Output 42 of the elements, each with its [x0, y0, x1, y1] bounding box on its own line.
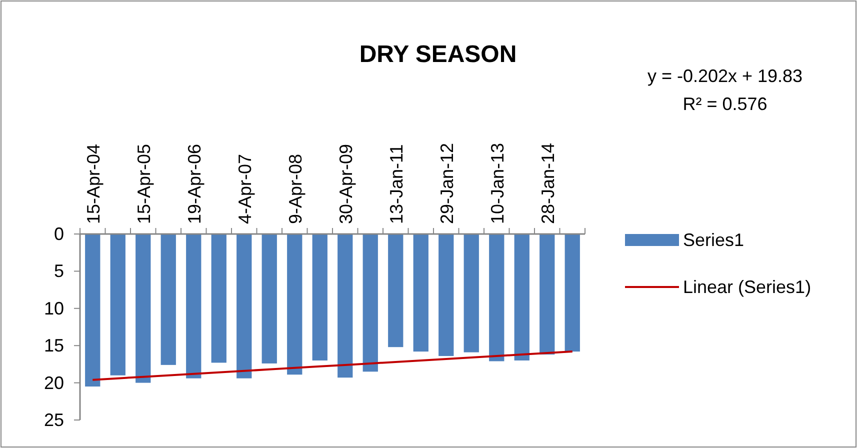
y-tick-label: 10 — [44, 298, 64, 318]
bar — [362, 234, 378, 372]
bar — [489, 234, 504, 362]
bar — [564, 234, 580, 352]
legend-label: Series1 — [683, 230, 744, 250]
bar — [514, 234, 530, 360]
text: R² = 0.576 — [682, 94, 768, 114]
line-series — [92, 350, 574, 381]
y-tick-label: 20 — [44, 372, 64, 393]
x-tick-label: 30-Apr-09 — [336, 144, 356, 224]
bar — [388, 234, 404, 348]
bar — [160, 234, 176, 365]
chart-title: DRY SEASON — [359, 41, 517, 68]
x-tick-label: 28-Jan-14 — [538, 142, 558, 224]
x-tick-label: 15-Apr-05 — [134, 144, 154, 224]
x-tick-label: 13-Jan-11 — [386, 144, 407, 224]
y-tick-label: 25 — [44, 410, 64, 430]
bar — [464, 234, 479, 352]
bar — [110, 234, 126, 376]
bar — [236, 234, 252, 378]
x-tick-label: 15-Apr-04 — [84, 144, 104, 224]
legend-label: Linear (Series1) — [683, 277, 812, 297]
bar — [413, 234, 428, 352]
bar — [540, 234, 555, 355]
x-tick-label: 4-Apr-07 — [235, 154, 256, 224]
x-tick-label: 29-Jan-12 — [437, 142, 458, 224]
y-tick-label: 0 — [54, 224, 64, 244]
bar — [338, 234, 353, 378]
bar — [85, 234, 100, 387]
bar — [438, 234, 454, 356]
bar — [262, 234, 277, 364]
bar — [211, 234, 226, 363]
bar — [186, 234, 202, 378]
x-tick-label: 19-Apr-06 — [184, 144, 205, 224]
bar — [136, 234, 151, 383]
y-tick-label: 5 — [54, 261, 64, 282]
y-tick-label: 15 — [44, 336, 64, 356]
bar — [287, 234, 302, 375]
bar — [312, 234, 328, 360]
text: y = -0.202x + 19.83 — [647, 66, 803, 86]
x-tick-label: 9-Apr-08 — [286, 154, 306, 224]
x-tick-label: 10-Jan-13 — [488, 142, 508, 224]
